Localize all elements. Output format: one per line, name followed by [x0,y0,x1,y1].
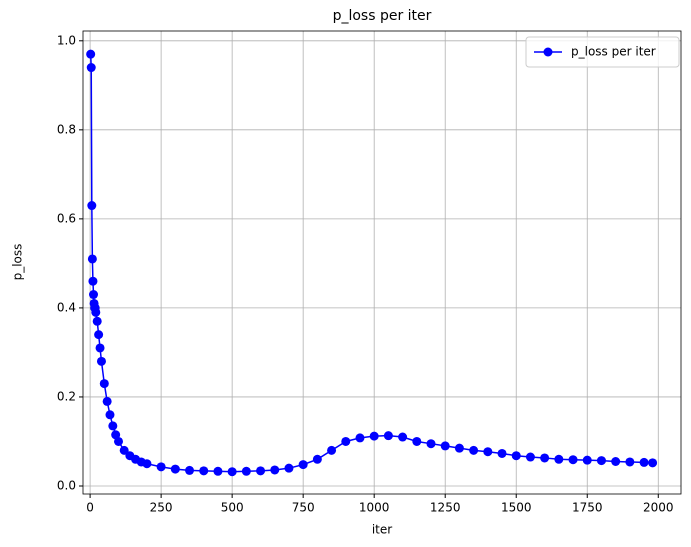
x-tick-label: 2000 [643,501,674,515]
data-point [483,447,493,457]
data-point [119,445,129,455]
data-point [256,466,266,476]
data-point [105,410,115,420]
data-point [398,432,408,442]
data-point [88,276,98,286]
data-point [86,63,96,73]
data-point [87,254,97,264]
data-point [582,455,592,465]
data-point [648,458,658,468]
data-point [298,460,308,470]
data-point [108,421,118,431]
data-point [355,433,365,443]
data-point [284,463,294,473]
data-point [114,436,124,446]
legend-label: p_loss per iter [571,45,656,59]
data-point [596,456,606,466]
legend-marker [543,47,553,57]
data-point [87,201,97,211]
data-point [213,466,223,476]
data-point [469,445,479,455]
data-point [554,454,564,464]
data-point [440,441,450,451]
y-tick-label: 0.6 [57,211,76,225]
y-tick-label: 0.2 [57,389,76,403]
x-tick-label: 1250 [430,501,461,515]
y-tick-label: 0.4 [57,300,76,314]
data-point [227,467,237,477]
data-point [497,448,507,458]
data-point [91,307,101,317]
data-point [312,454,322,464]
data-point [270,465,280,475]
data-point [89,290,99,300]
x-tick-label: 250 [150,501,173,515]
data-point [99,379,109,389]
data-point [540,453,550,463]
data-point [95,343,105,353]
chart-title: p_loss per iter [333,8,432,24]
x-tick-label: 1000 [359,501,390,515]
data-point [639,457,649,467]
data-point [341,436,351,446]
data-point [454,443,464,453]
x-axis-label: iter [372,523,392,537]
data-point [426,439,436,449]
data-point [611,457,621,467]
data-point [102,396,112,406]
y-tick-label: 0.0 [57,478,76,492]
legend-box [525,36,680,68]
data-point [525,452,535,462]
data-point [142,459,152,469]
data-point [156,462,166,472]
y-tick-label: 0.8 [57,122,76,136]
data-point [383,431,393,441]
data-line [89,54,653,473]
plot-frame [82,30,682,495]
y-tick-label: 1.0 [57,33,76,47]
data-point [199,466,209,476]
data-point [86,49,96,59]
data-point [568,455,578,465]
data-point [94,330,104,340]
x-tick-label: 1750 [572,501,603,515]
y-axis-label: p_loss [11,244,25,281]
data-point [625,457,635,467]
x-tick-label: 1500 [501,501,532,515]
x-tick-label: 500 [221,501,244,515]
data-point [241,466,251,476]
data-point [412,436,422,446]
data-point [369,431,379,441]
data-point [327,445,337,455]
data-point [511,451,521,461]
data-point [92,316,102,326]
x-tick-label: 0 [86,501,94,515]
data-point [96,356,106,366]
x-tick-label: 750 [292,501,315,515]
data-point [185,465,195,475]
data-point [170,464,180,474]
